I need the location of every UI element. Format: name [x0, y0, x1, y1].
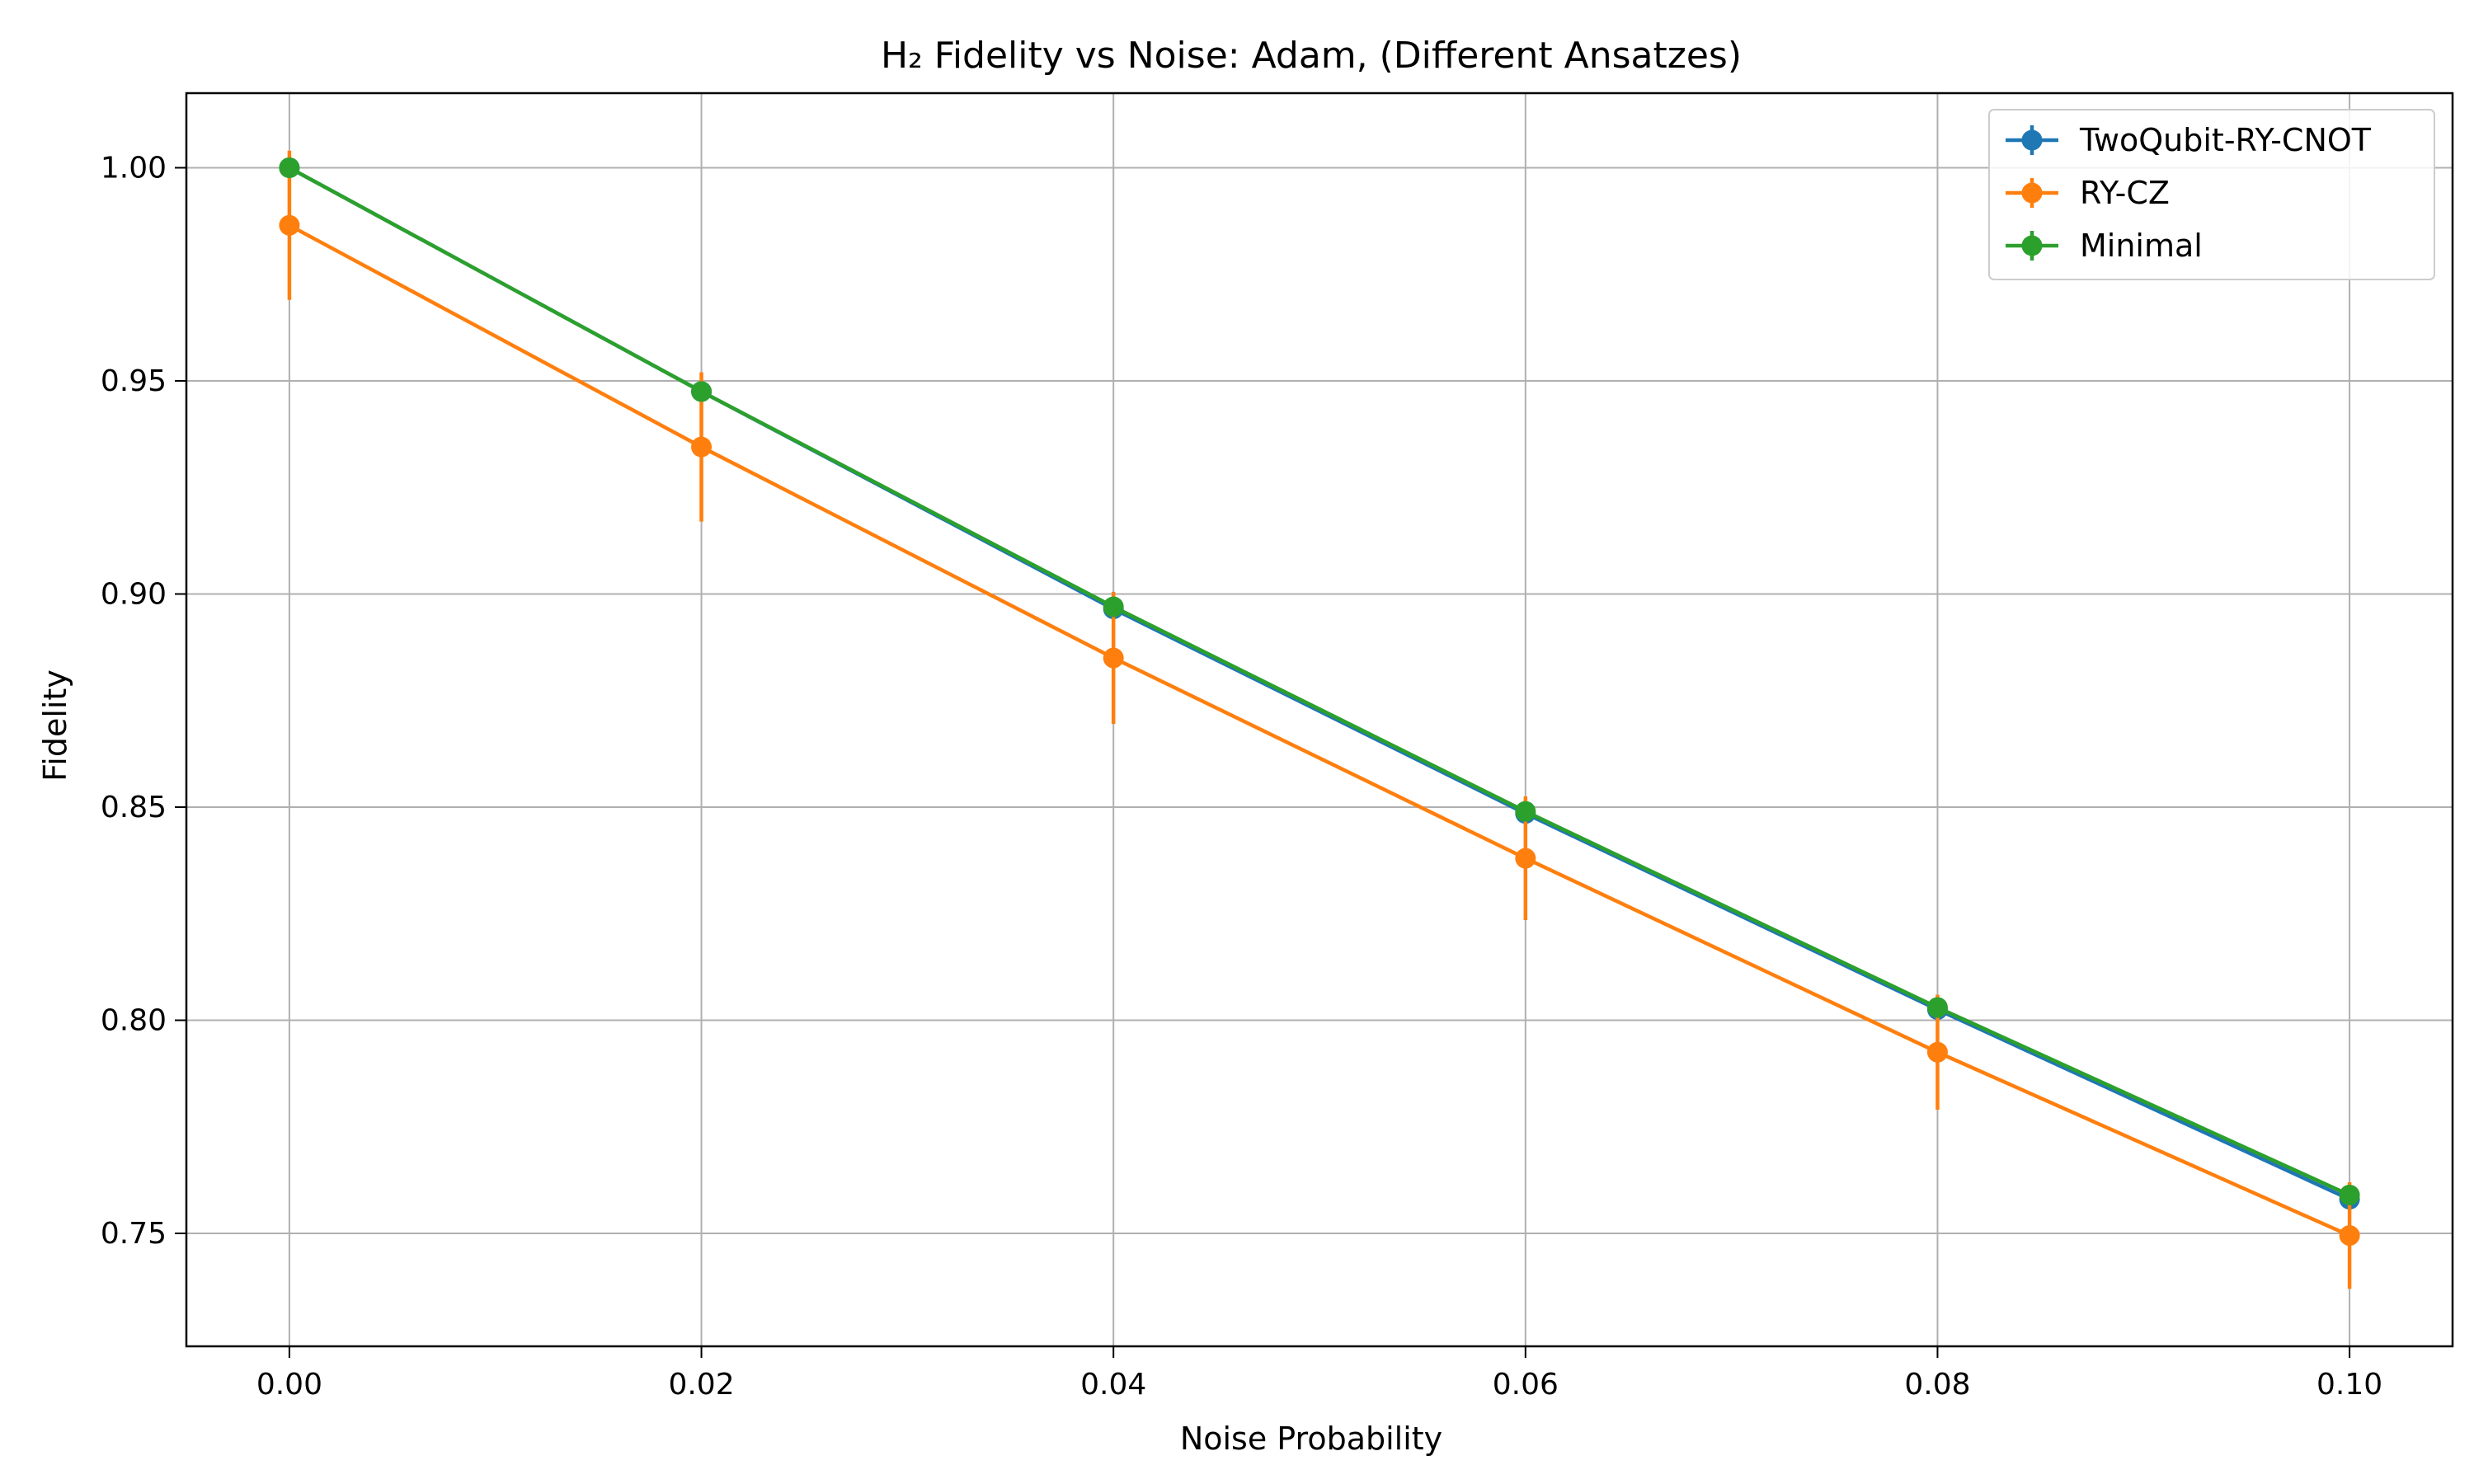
data-point	[691, 381, 713, 402]
x-tick-label: 0.10	[2316, 1368, 2382, 1402]
legend-label: Minimal	[2080, 228, 2203, 264]
legend-marker	[2021, 182, 2043, 204]
axis-ticks: 0.00 0.02 0.04 0.06 0.08 0.10 0.75 0.80 0.85 0.90…	[101, 151, 2382, 1402]
legend-box	[1988, 109, 2435, 280]
chart-title: H₂ Fidelity vs Noise: Adam, (Different A…	[881, 35, 1742, 77]
data-point	[1103, 596, 1124, 618]
plot-frame	[185, 92, 2454, 1348]
x-tick-label: 0.04	[1080, 1368, 1146, 1402]
data-point	[691, 436, 713, 458]
legend-item: RY-CZ	[2006, 175, 2170, 211]
x-axis-label: Noise Probability	[1180, 1421, 1442, 1457]
data-point	[1926, 1041, 1948, 1063]
legend: TwoQubit-RY-CNOT RY-CZ Minimal	[1988, 109, 2435, 280]
x-tick-label: 0.08	[1904, 1368, 1970, 1402]
series-2	[279, 157, 2360, 1205]
legend-item: Minimal	[2006, 228, 2203, 264]
data-point	[2339, 1184, 2360, 1205]
legend-marker	[2021, 235, 2043, 256]
legend-label: RY-CZ	[2080, 175, 2170, 211]
data-point	[1926, 997, 1948, 1018]
legend-item: TwoQubit-RY-CNOT	[2006, 122, 2372, 158]
data-point	[279, 157, 300, 178]
series-line	[288, 166, 2351, 1197]
data-point	[1515, 848, 1536, 869]
x-tick-label: 0.00	[256, 1368, 322, 1402]
x-tick-label: 0.02	[668, 1368, 734, 1402]
series-line	[288, 223, 2351, 1237]
y-tick-label: 0.95	[101, 364, 167, 398]
legend-marker	[2021, 129, 2043, 151]
data-point	[1515, 801, 1536, 822]
x-tick-label: 0.06	[1493, 1368, 1559, 1402]
legend-label: TwoQubit-RY-CNOT	[2079, 122, 2372, 158]
y-axis-label: Fidelity	[37, 669, 73, 782]
y-tick-label: 1.00	[101, 151, 167, 185]
series-group	[279, 150, 2360, 1289]
y-tick-label: 0.80	[101, 1003, 167, 1037]
y-tick-label: 0.75	[101, 1217, 167, 1251]
data-point	[2339, 1225, 2360, 1247]
data-point	[279, 214, 300, 236]
y-tick-label: 0.85	[101, 791, 167, 824]
data-point	[1103, 647, 1124, 669]
y-tick-label: 0.90	[101, 577, 167, 611]
